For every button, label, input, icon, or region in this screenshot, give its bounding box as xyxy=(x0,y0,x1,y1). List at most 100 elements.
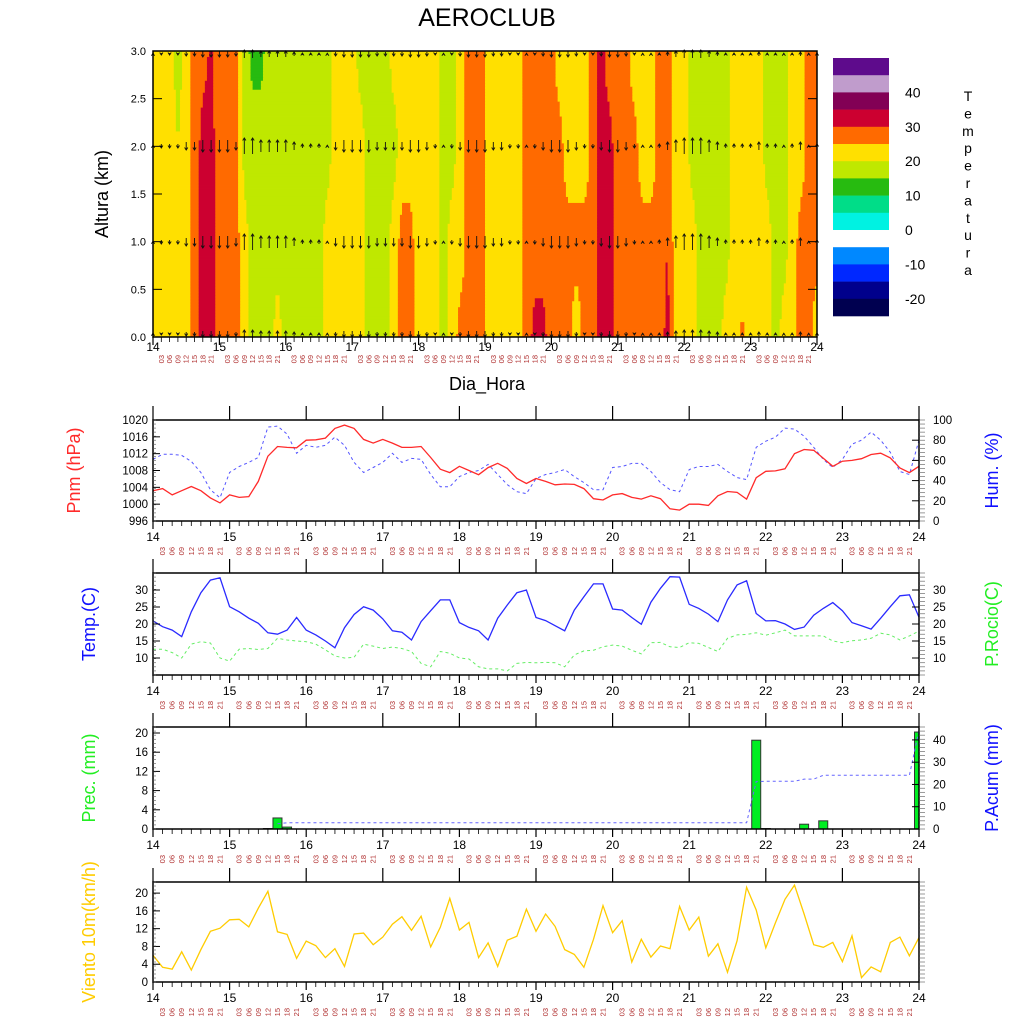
contour-band xyxy=(723,301,772,305)
day-label: 16 xyxy=(300,684,314,698)
contour-band xyxy=(771,292,785,296)
hour-label: 03 xyxy=(771,701,780,709)
hour-label: 21 xyxy=(599,701,608,709)
contour-band xyxy=(238,119,243,123)
contour-band xyxy=(696,319,722,323)
hour-label: 18 xyxy=(359,701,368,709)
contour-band xyxy=(455,155,465,159)
contour-band xyxy=(485,244,523,249)
contour-band xyxy=(771,238,789,243)
wind-arrow-head xyxy=(599,147,604,151)
contour-band xyxy=(439,104,457,109)
contour-band xyxy=(464,265,486,269)
hour-label: 15 xyxy=(273,547,282,555)
hour-label: 15 xyxy=(579,701,588,709)
hour-label: 15 xyxy=(809,547,818,555)
contour-band xyxy=(447,313,459,317)
contour-band xyxy=(206,77,214,82)
wind-arrow-head xyxy=(341,54,346,58)
contour-band xyxy=(279,307,324,311)
contour-band xyxy=(198,149,216,153)
wind-arrow-head xyxy=(657,52,662,56)
contour-band xyxy=(565,191,588,195)
hour-label: 21 xyxy=(406,355,415,363)
wind-arrow-head xyxy=(250,233,255,237)
wind-arrow-head xyxy=(391,147,396,151)
wind-arrow-head xyxy=(192,53,197,57)
contour-band xyxy=(215,143,239,147)
contour-band xyxy=(787,68,805,73)
contour-band xyxy=(182,56,191,61)
contour-band xyxy=(584,196,598,201)
contour-band xyxy=(532,331,546,335)
contour-band xyxy=(238,71,243,76)
contour-band xyxy=(455,74,465,79)
contour-band xyxy=(725,283,772,287)
contour-band xyxy=(667,262,675,266)
contour-band xyxy=(439,307,449,311)
contour-band xyxy=(800,196,818,201)
contour-band xyxy=(198,217,216,222)
contour-band xyxy=(464,59,486,64)
contour-band xyxy=(522,155,565,159)
day-label: 24 xyxy=(912,684,926,698)
contour-band xyxy=(688,98,731,103)
contour-band xyxy=(389,310,399,314)
contour-band xyxy=(522,292,575,296)
contour-band xyxy=(414,283,440,287)
contour-band xyxy=(364,140,399,144)
day-label: 21 xyxy=(683,991,697,1005)
contour-band xyxy=(397,253,415,257)
contour-band xyxy=(655,170,673,174)
wind-arrow-head xyxy=(582,52,587,56)
wind-arrow-head xyxy=(632,241,637,245)
wind-arrow-head xyxy=(574,53,579,57)
hour-label: 15 xyxy=(579,547,588,555)
contour-band xyxy=(439,146,457,150)
y-tick-label-left: 0 xyxy=(142,977,148,989)
contour-band xyxy=(439,271,449,275)
contour-band xyxy=(153,292,191,296)
contour-band xyxy=(447,316,459,320)
contour-band xyxy=(729,253,772,257)
contour-band xyxy=(597,59,606,64)
contour-band xyxy=(439,286,449,290)
day-label: 19 xyxy=(529,838,543,852)
contour-band xyxy=(671,199,695,204)
day-label: 22 xyxy=(678,340,692,354)
contour-band xyxy=(449,217,465,222)
contour-band xyxy=(671,194,693,198)
contour-band xyxy=(242,116,332,120)
hour-label: 15 xyxy=(733,1008,742,1016)
contour-band xyxy=(485,89,523,94)
contour-band xyxy=(804,68,818,73)
contour-band xyxy=(364,167,397,171)
hour-label: 18 xyxy=(436,701,445,709)
contour-band xyxy=(485,202,523,207)
contour-band xyxy=(574,286,579,290)
contour-band xyxy=(213,104,239,109)
contour-band xyxy=(671,92,689,97)
contour-band xyxy=(414,313,440,317)
contour-band xyxy=(522,220,598,225)
contour-band xyxy=(561,119,590,123)
contour-band xyxy=(250,77,264,82)
contour-band xyxy=(402,211,413,216)
contour-band xyxy=(671,125,689,129)
contour-band xyxy=(613,253,675,257)
contour-band xyxy=(636,137,656,141)
contour-band xyxy=(613,155,639,159)
contour-band xyxy=(485,286,523,290)
hour-label: 06 xyxy=(551,701,560,709)
contour-band xyxy=(665,313,671,317)
contour-band xyxy=(331,86,359,91)
contour-band xyxy=(597,328,615,332)
contour-band xyxy=(200,116,214,120)
contour-band xyxy=(393,194,440,198)
wind-arrow-head xyxy=(773,332,778,336)
day-label: 24 xyxy=(912,991,926,1005)
contour-band xyxy=(557,89,590,94)
contour-band xyxy=(613,161,639,165)
contour-band xyxy=(636,116,656,120)
wind-arrow-head xyxy=(416,149,421,153)
